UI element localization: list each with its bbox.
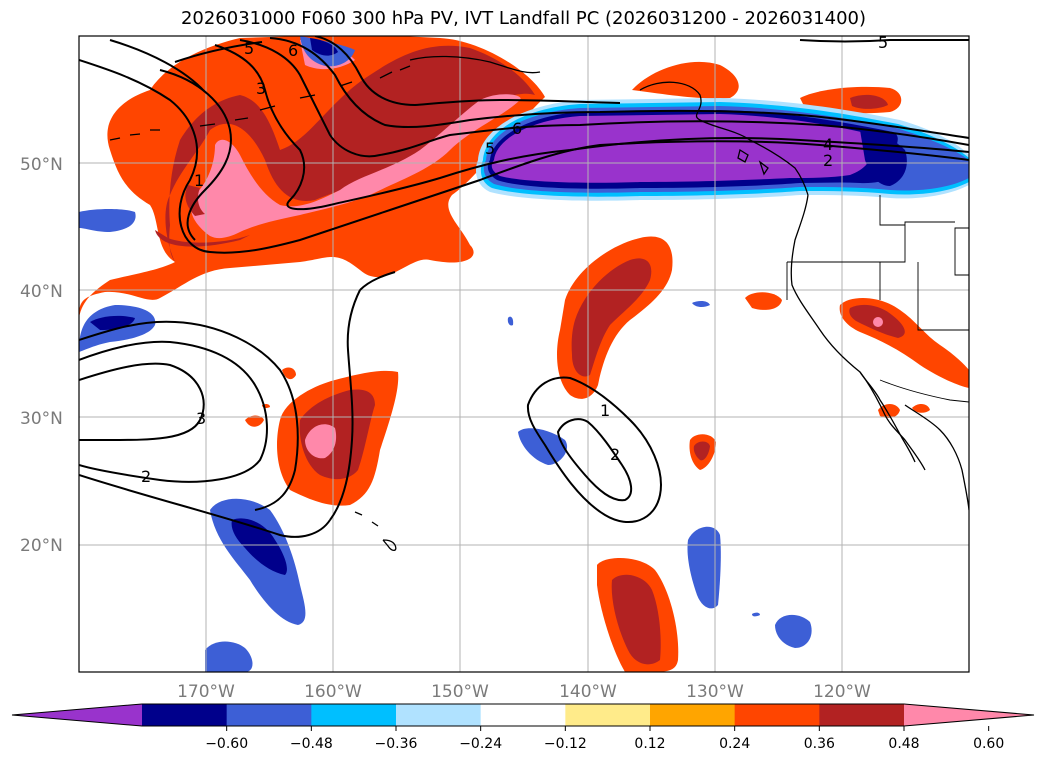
colorbar-extend-low bbox=[12, 704, 142, 726]
negative-anomaly-130w bbox=[687, 526, 721, 609]
map-title: 2026031000 F060 300 hPa PV, IVT Landfall… bbox=[180, 8, 867, 29]
negative-anomaly-south bbox=[205, 641, 253, 672]
lat-label-30n: 30°N bbox=[20, 409, 63, 429]
colorbar-tick-label: 0.60 bbox=[973, 736, 1004, 752]
positive-anomaly-south bbox=[597, 558, 679, 672]
colorbar-segment bbox=[311, 704, 397, 726]
negative-anomaly-140w bbox=[518, 428, 568, 465]
map-content: 5 6 3 1 6 5 4 2 3 2 1 2 5 bbox=[79, 33, 969, 672]
colorbar-segment bbox=[650, 704, 736, 726]
pv-contours bbox=[79, 36, 969, 538]
colorbar-tick-label: −0.12 bbox=[544, 736, 587, 752]
lat-label-50n: 50°N bbox=[20, 155, 63, 175]
positive-anomaly-gulf bbox=[632, 61, 739, 99]
colorbar-segment bbox=[565, 704, 651, 726]
colorbar-tick-label: 0.24 bbox=[719, 736, 750, 752]
colorbar-tick-label: −0.60 bbox=[205, 736, 248, 752]
contour-label: 3 bbox=[196, 409, 206, 428]
colorbar-segment bbox=[142, 704, 228, 726]
colorbar-tick-label: −0.24 bbox=[459, 736, 502, 752]
contour-label: 3 bbox=[256, 79, 266, 98]
positive-anomaly-california bbox=[839, 298, 969, 388]
lat-label-40n: 40°N bbox=[20, 282, 63, 302]
longitude-labels: 170°W 160°W 150°W 140°W 130°W 120°W bbox=[177, 682, 871, 702]
colorbar-segment bbox=[396, 704, 482, 726]
contour-label: 5 bbox=[878, 33, 888, 52]
colorbar-segment bbox=[480, 704, 566, 726]
contour-label: 4 bbox=[823, 135, 833, 154]
positive-anomaly-140w bbox=[557, 236, 673, 399]
colorbar-outline bbox=[11, 703, 1035, 727]
contour-label: 2 bbox=[141, 467, 151, 486]
contour-label: 2 bbox=[610, 445, 620, 464]
latitude-labels: 20°N 30°N 40°N 50°N bbox=[20, 155, 63, 556]
colorbar-segment bbox=[734, 704, 820, 726]
contour-label: 5 bbox=[244, 39, 254, 58]
colorbar-tick-label: 0.36 bbox=[804, 736, 835, 752]
colorbar-tick-label: 0.48 bbox=[888, 736, 919, 752]
lon-label-170w: 170°W bbox=[177, 682, 235, 702]
colorbar-tick-label: −0.48 bbox=[290, 736, 333, 752]
borders bbox=[786, 195, 969, 403]
colorbar-segment bbox=[819, 704, 905, 726]
contour-label: 6 bbox=[512, 119, 522, 138]
lon-label-160w: 160°W bbox=[304, 682, 362, 702]
positive-anomaly-central bbox=[277, 370, 399, 506]
contour-label: 1 bbox=[194, 171, 204, 190]
map-frame bbox=[78, 35, 970, 673]
colorbar-extend-high bbox=[904, 704, 1034, 726]
contour-label: 2 bbox=[823, 151, 833, 170]
coastlines bbox=[109, 55, 969, 552]
lat-label-20n: 20°N bbox=[20, 536, 63, 556]
contour-labels: 5 6 3 1 6 5 4 2 3 2 1 2 5 bbox=[141, 33, 888, 486]
contour-label: 6 bbox=[288, 41, 298, 60]
contour-label: 5 bbox=[485, 139, 495, 158]
colorbar: −0.60 −0.48 −0.36 −0.24 −0.12 0.12 0.24 0.36 0.4… bbox=[11, 703, 1035, 752]
lon-label-140w: 140°W bbox=[559, 682, 617, 702]
lon-label-120w: 120°W bbox=[813, 682, 871, 702]
colorbar-tick-label: −0.36 bbox=[375, 736, 418, 752]
negative-anomaly-sw bbox=[210, 498, 306, 625]
lon-label-150w: 150°W bbox=[431, 682, 489, 702]
negative-anomaly-west-1 bbox=[79, 209, 136, 232]
colorbar-tick-label: 0.12 bbox=[634, 736, 665, 752]
lon-label-130w: 130°W bbox=[686, 682, 744, 702]
contour-label: 1 bbox=[600, 401, 610, 420]
colorbar-segment bbox=[226, 704, 312, 726]
